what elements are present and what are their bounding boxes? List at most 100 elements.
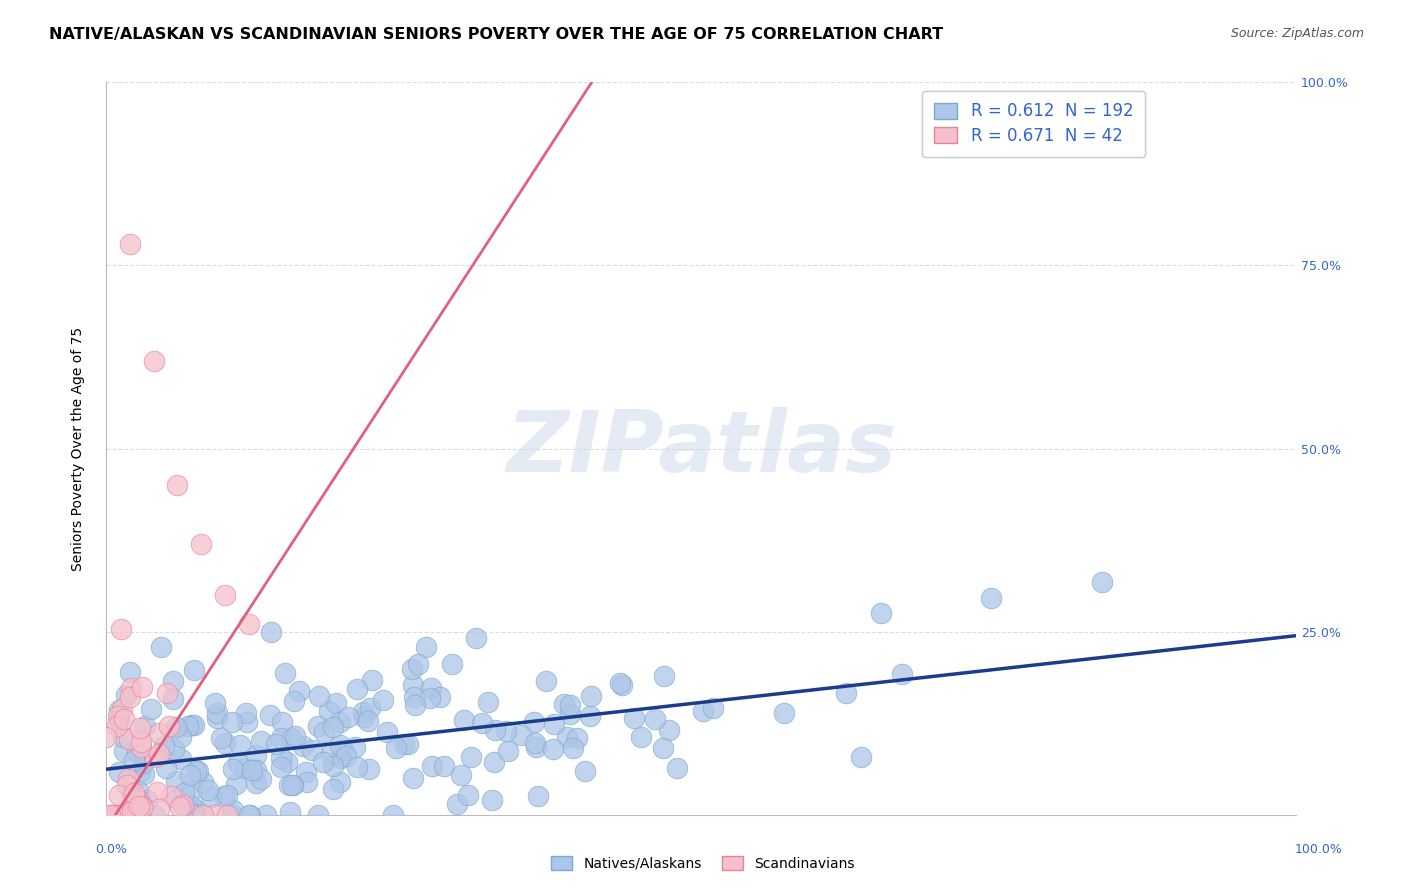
Point [238, 617, 260, 632]
Point [239, 807, 262, 822]
Point [307, 807, 329, 822]
Point [332, 743, 354, 757]
Point [335, 749, 357, 764]
Point [278, 778, 301, 792]
Point [134, 719, 156, 733]
Point [471, 716, 494, 731]
Point [343, 739, 366, 754]
Point [524, 739, 547, 754]
Point [392, 737, 415, 751]
Point [453, 713, 475, 727]
Point [270, 751, 292, 765]
Point [200, 790, 222, 805]
Point [129, 739, 152, 754]
Point [609, 676, 631, 690]
Point [330, 750, 353, 764]
Point [202, 807, 225, 822]
Point [148, 725, 170, 739]
Point [322, 720, 344, 734]
Point [104, 807, 127, 822]
Point [215, 788, 238, 802]
Point [145, 785, 167, 799]
Point [162, 692, 184, 706]
Point [180, 718, 202, 732]
Point [108, 807, 131, 822]
Point [321, 747, 343, 761]
Point [401, 662, 423, 676]
Point [98, 807, 121, 822]
Point [117, 778, 139, 792]
Point [179, 767, 201, 781]
Point [148, 802, 170, 816]
Point [125, 792, 148, 806]
Text: ZIPatlas: ZIPatlas [506, 407, 896, 490]
Text: Source: ZipAtlas.com: Source: ZipAtlas.com [1230, 27, 1364, 40]
Point [142, 353, 165, 368]
Point [270, 760, 292, 774]
Point [284, 729, 307, 743]
Point [214, 735, 236, 749]
Point [558, 698, 581, 712]
Point [357, 714, 380, 729]
Point [225, 777, 247, 791]
Point [118, 236, 141, 251]
Point [94, 730, 117, 744]
Point [118, 690, 141, 704]
Point [322, 758, 344, 772]
Point [117, 772, 139, 787]
Point [222, 762, 245, 776]
Point [346, 682, 368, 697]
Point [260, 625, 283, 640]
Point [890, 667, 912, 681]
Point [446, 797, 468, 812]
Point [221, 714, 243, 729]
Point [197, 782, 219, 797]
Point [121, 805, 143, 819]
Legend: R = 0.612  N = 192, R = 0.671  N = 42: R = 0.612 N = 192, R = 0.671 N = 42 [922, 91, 1144, 157]
Point [484, 756, 506, 770]
Point [143, 807, 166, 822]
Point [561, 741, 583, 756]
Point [149, 640, 172, 655]
Point [652, 669, 675, 683]
Point [565, 731, 588, 745]
Point [128, 807, 150, 822]
Point [209, 731, 232, 745]
Point [221, 807, 243, 822]
Point [543, 717, 565, 731]
Point [190, 537, 212, 551]
Point [125, 745, 148, 759]
Y-axis label: Seniors Poverty Over the Age of 75: Seniors Poverty Over the Age of 75 [72, 326, 86, 571]
Point [148, 747, 170, 761]
Point [165, 774, 187, 789]
Point [406, 657, 429, 672]
Point [127, 784, 149, 798]
Point [193, 807, 215, 822]
Point [120, 681, 142, 695]
Point [108, 807, 131, 822]
Point [170, 730, 193, 744]
Point [526, 789, 548, 804]
Point [481, 793, 503, 807]
Point [131, 735, 153, 749]
Point [120, 665, 142, 679]
Point [205, 706, 228, 720]
Point [420, 758, 443, 772]
Point [217, 807, 239, 822]
Point [359, 700, 381, 714]
Point [495, 724, 517, 739]
Point [314, 724, 336, 739]
Point [523, 714, 546, 729]
Point [557, 730, 579, 744]
Point [155, 761, 177, 775]
Point [139, 702, 162, 716]
Point [132, 767, 155, 781]
Point [136, 793, 159, 807]
Point [204, 696, 226, 710]
Point [107, 703, 129, 717]
Point [166, 792, 188, 806]
Point [666, 761, 689, 775]
Point [212, 789, 235, 803]
Point [238, 807, 260, 822]
Point [193, 775, 215, 789]
